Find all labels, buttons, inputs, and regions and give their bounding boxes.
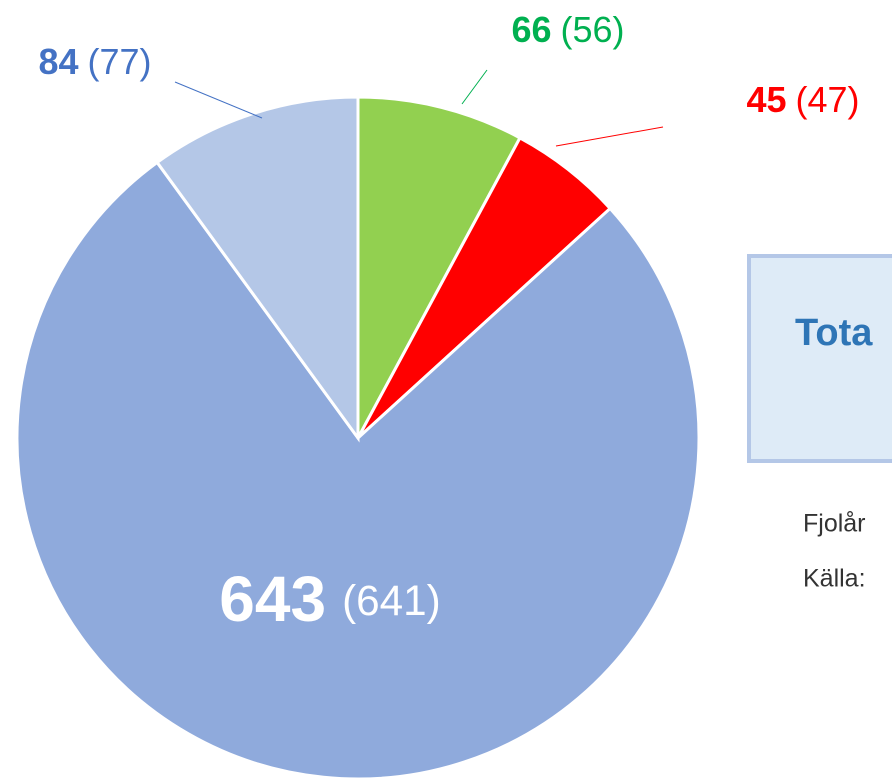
value-label: 643	[219, 563, 326, 635]
value-label: 84	[38, 41, 78, 82]
value-label: 45	[746, 79, 786, 120]
previous-label: (47)	[796, 79, 860, 120]
total-box	[747, 254, 892, 463]
total-title: Tota	[795, 312, 873, 354]
previous-label: (641)	[342, 577, 441, 624]
previous-label: (77)	[88, 41, 152, 82]
previous-label: (56)	[561, 9, 625, 50]
data-label: 66 (56)	[511, 9, 624, 50]
data-label: 45 (47)	[746, 79, 859, 120]
pie-slice	[15, 160, 701, 780]
leader-line	[461, 69, 488, 105]
note: Fjolår	[803, 510, 866, 538]
data-label: 643 (641)	[219, 563, 440, 635]
value-label: 66	[511, 9, 551, 50]
data-label: 84 (77)	[38, 41, 151, 82]
leader-line	[174, 81, 263, 119]
note: Källa:	[803, 565, 866, 593]
leader-line	[555, 126, 664, 147]
pie-slice	[356, 95, 522, 439]
